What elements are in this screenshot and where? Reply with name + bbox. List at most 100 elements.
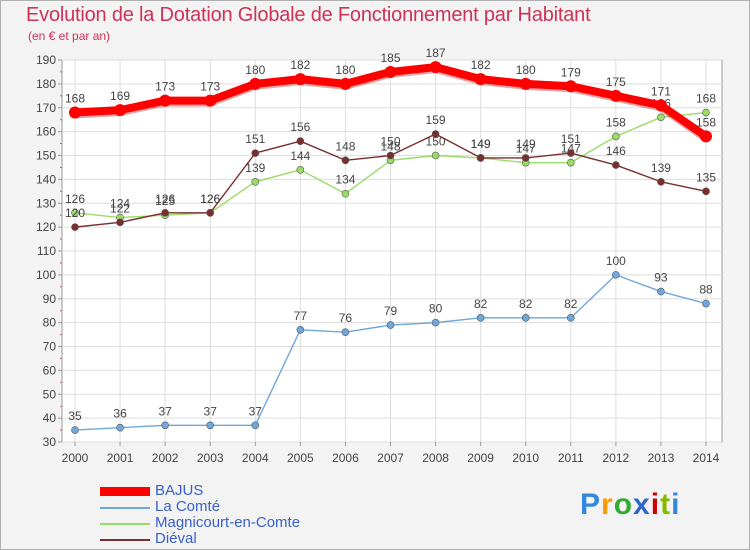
data-label-La Comté-2012: 100 [606,254,626,268]
tick-label-y-50: 50 [43,387,57,401]
tick-label-y-40: 40 [43,411,57,425]
data-label-BAJUS-2006: 180 [335,63,355,77]
data-point-Diéval-2001 [116,218,124,227]
data-point-Diéval-2013 [657,177,665,186]
data-label-BAJUS-2012: 175 [606,75,626,89]
data-point-Diéval-2014 [702,187,710,196]
data-point-Diéval-2000 [71,223,79,231]
legend-item-0: BAJUS [100,482,420,500]
tick-label-y-110: 110 [37,244,56,258]
tick-label-x-2006: 2006 [332,451,359,465]
chart-subtitle: (en € et par an) [28,29,111,43]
data-point-Magnicourt-en-Comte-2000 [71,209,79,217]
tick-label-x-2003: 2003 [197,451,224,465]
data-label-Magnicourt-en-Comte-2010: 147 [516,142,536,156]
data-point-BAJUS-2002 [159,94,172,107]
data-point-Diéval-2006 [341,156,350,165]
logo-letter: P [580,488,602,521]
data-label-Magnicourt-en-Comte-2004: 139 [245,161,265,175]
legend-label-2: Magnicourt-en-Comte [155,514,301,531]
data-label-Magnicourt-en-Comte-2006: 134 [335,173,355,187]
data-point-BAJUS-2009 [474,73,487,86]
data-point-La Comté-2008 [431,318,440,327]
data-point-Diéval-2008 [431,130,440,138]
data-label-BAJUS-2000: 168 [65,92,85,106]
data-label-Diéval-2013: 139 [651,161,671,175]
data-label-La Comté-2008: 80 [429,302,443,316]
data-label-BAJUS-2004: 180 [245,63,265,77]
data-point-La Comté-2012 [612,271,620,279]
tick-label-y-150: 150 [36,149,56,163]
data-label-BAJUS-2003: 173 [200,80,220,94]
data-label-Magnicourt-en-Comte-2014: 168 [696,92,716,106]
data-label-Diéval-2004: 151 [245,132,265,146]
data-point-La Comté-2011 [566,314,575,322]
data-point-Magnicourt-en-Comte-2006 [341,189,350,198]
tick-label-x-2013: 2013 [648,451,675,465]
data-label-Diéval-2011: 151 [561,132,581,146]
tick-label-y-100: 100 [36,268,56,282]
data-point-Diéval-2002 [161,209,169,217]
data-point-La Comté-2013 [657,287,665,296]
data-point-Magnicourt-en-Comte-2005 [296,166,305,174]
data-point-Diéval-2009 [476,154,485,162]
data-label-Diéval-2009: 149 [471,137,491,151]
data-label-BAJUS-2010: 180 [516,63,536,77]
data-point-La Comté-2010 [521,314,530,322]
tick-label-y-170: 170 [36,101,56,115]
tick-label-x-2011: 2011 [558,451,584,465]
data-point-La Comté-2003 [206,421,215,430]
legend-swatch-3 [100,539,150,541]
data-point-Magnicourt-en-Comte-2013 [657,113,665,122]
data-label-La Comté-2013: 93 [654,271,668,285]
logo-letter: i [671,488,681,521]
data-point-Magnicourt-en-Comte-2014 [702,108,710,117]
logo-letter: t [660,488,672,521]
data-point-La Comté-2005 [296,325,305,334]
data-label-Diéval-2012: 146 [606,144,626,158]
legend-item-1: La Comté [100,498,420,516]
data-label-Diéval-2006: 148 [335,139,355,153]
data-point-Magnicourt-en-Comte-2004 [251,177,260,186]
legend-label-3: Diéval [155,530,197,547]
data-label-La Comté-2003: 37 [204,404,218,418]
tick-label-y-130: 130 [36,196,56,210]
data-label-Diéval-2010: 149 [516,137,536,151]
data-point-BAJUS-2013 [654,99,667,112]
data-label-Magnicourt-en-Comte-2001: 124 [110,197,130,211]
data-label-La Comté-2009: 82 [474,297,488,311]
tick-label-x-2010: 2010 [512,451,539,465]
legend-swatch-1 [100,507,150,509]
data-label-Diéval-2008: 159 [426,113,446,127]
data-label-Diéval-2014: 135 [696,170,716,184]
tick-label-x-2001: 2001 [107,451,134,465]
data-point-Magnicourt-en-Comte-2011 [566,158,575,167]
legend-item-2: Magnicourt-en-Comte [100,514,420,532]
data-label-La Comté-2010: 82 [519,297,533,311]
data-point-BAJUS-2003 [204,94,217,107]
data-label-BAJUS-2013: 171 [651,84,671,98]
logo-letter: o [613,488,634,521]
data-point-Diéval-2012 [612,161,620,169]
tick-label-y-60: 60 [43,363,57,377]
tick-label-x-2008: 2008 [422,451,449,465]
tick-label-y-70: 70 [43,340,57,354]
tick-label-y-30: 30 [43,435,57,449]
data-point-BAJUS-2001 [114,104,127,117]
legend-swatch-0 [100,487,150,496]
data-label-La Comté-2005: 77 [294,309,308,323]
data-label-Magnicourt-en-Comte-2011: 147 [561,142,581,156]
data-label-La Comté-2004: 37 [249,404,263,418]
data-label-Magnicourt-en-Comte-2002: 125 [155,194,175,208]
data-point-BAJUS-2012 [609,89,622,102]
data-label-La Comté-2000: 35 [68,409,82,423]
data-label-BAJUS-2005: 182 [290,58,310,72]
tick-label-y-90: 90 [43,292,57,306]
data-label-BAJUS-2014: 158 [696,115,716,129]
legend-item-3: Diéval [100,530,420,548]
data-point-BAJUS-2014 [700,130,712,143]
legend-label-1: La Comté [155,498,221,515]
data-label-BAJUS-2008: 187 [426,46,446,60]
data-point-Magnicourt-en-Comte-2012 [612,132,620,141]
